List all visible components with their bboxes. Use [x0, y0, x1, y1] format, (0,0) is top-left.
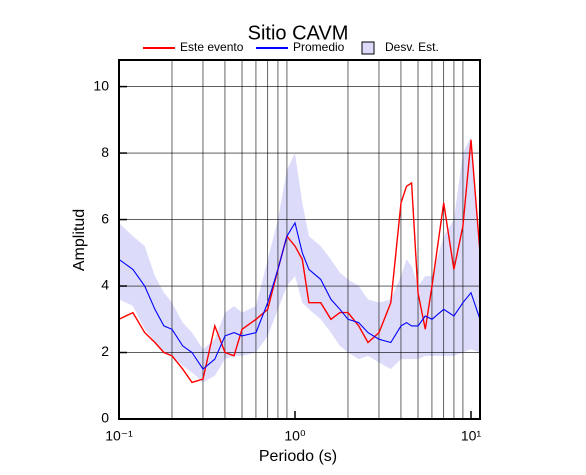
legend-swatch — [361, 41, 375, 55]
plot-frame — [118, 59, 481, 420]
y-tick-label: 8 — [101, 144, 109, 160]
x-tick-label: 10⁰ — [284, 428, 306, 444]
y-tick-label: 2 — [101, 343, 109, 359]
y-tick-label: 4 — [101, 277, 109, 293]
x-tick-label: 10¹ — [461, 428, 482, 444]
y-tick-label: 10 — [93, 77, 109, 93]
y-tick-label: 6 — [101, 210, 109, 226]
y-tick-label: 0 — [101, 410, 109, 426]
std-band — [119, 136, 480, 383]
chart-title: Sitio CAVM — [248, 22, 349, 44]
legend-label: Promedio — [293, 40, 345, 54]
y-axis-label: Amplitud — [71, 209, 88, 271]
series-line — [118, 221, 481, 370]
legend-label: Este evento — [180, 40, 244, 54]
legend-label: Desv. Est. — [385, 40, 439, 54]
x-tick-label: 10⁻¹ — [105, 428, 133, 444]
x-axis-label: Periodo (s) — [259, 448, 337, 465]
series-line — [118, 139, 481, 384]
